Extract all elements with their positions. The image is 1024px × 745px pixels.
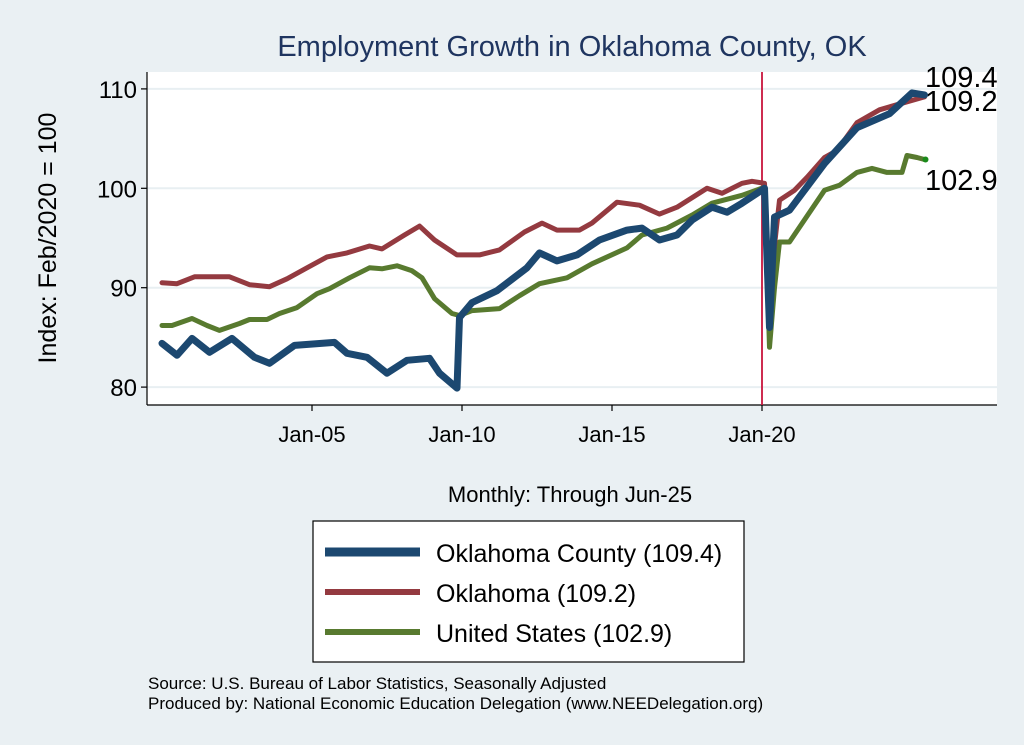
end-point-marker <box>922 156 929 163</box>
x-axis-label: Monthly: Through Jun-25 <box>448 482 692 507</box>
y-ticks: 80 90 100 110 <box>97 77 147 402</box>
end-value-label: 109.4 <box>925 62 998 94</box>
x-tick-label: Jan-15 <box>578 422 645 447</box>
y-tick-label: 80 <box>110 375 137 402</box>
x-tick-label: Jan-20 <box>728 422 795 447</box>
series-line-0 <box>158 89 928 392</box>
legend-entries: Oklahoma County (109.4) Oklahoma (109.2) U… <box>325 540 722 648</box>
series-line-1 <box>159 94 927 294</box>
gridlines <box>147 87 997 389</box>
produced-by-note: Produced by: National Economic Education… <box>148 694 763 713</box>
end-value-label: 109.2 <box>925 86 998 118</box>
x-ticks: Jan-05 Jan-10 Jan-15 Jan-20 <box>278 405 796 447</box>
source-note: Source: U.S. Bureau of Labor Statistics,… <box>148 674 606 693</box>
x-tick-label: Jan-10 <box>428 422 495 447</box>
series-lines <box>158 89 929 392</box>
end-value-label: 102.9 <box>925 165 998 197</box>
y-tick-label: 100 <box>97 176 137 203</box>
series-line-2 <box>159 153 927 350</box>
y-axis-label: Index: Feb/2020 = 100 <box>34 113 62 364</box>
x-tick-label: Jan-05 <box>278 422 345 447</box>
y-tick-label: 110 <box>99 77 137 104</box>
chart-title: Employment Growth in Oklahoma County, OK <box>277 31 867 63</box>
y-tick-label: 90 <box>110 276 137 303</box>
legend-label: United States (102.9) <box>436 620 672 648</box>
legend-label: Oklahoma County (109.4) <box>436 540 722 568</box>
legend-label: Oklahoma (109.2) <box>436 580 636 608</box>
